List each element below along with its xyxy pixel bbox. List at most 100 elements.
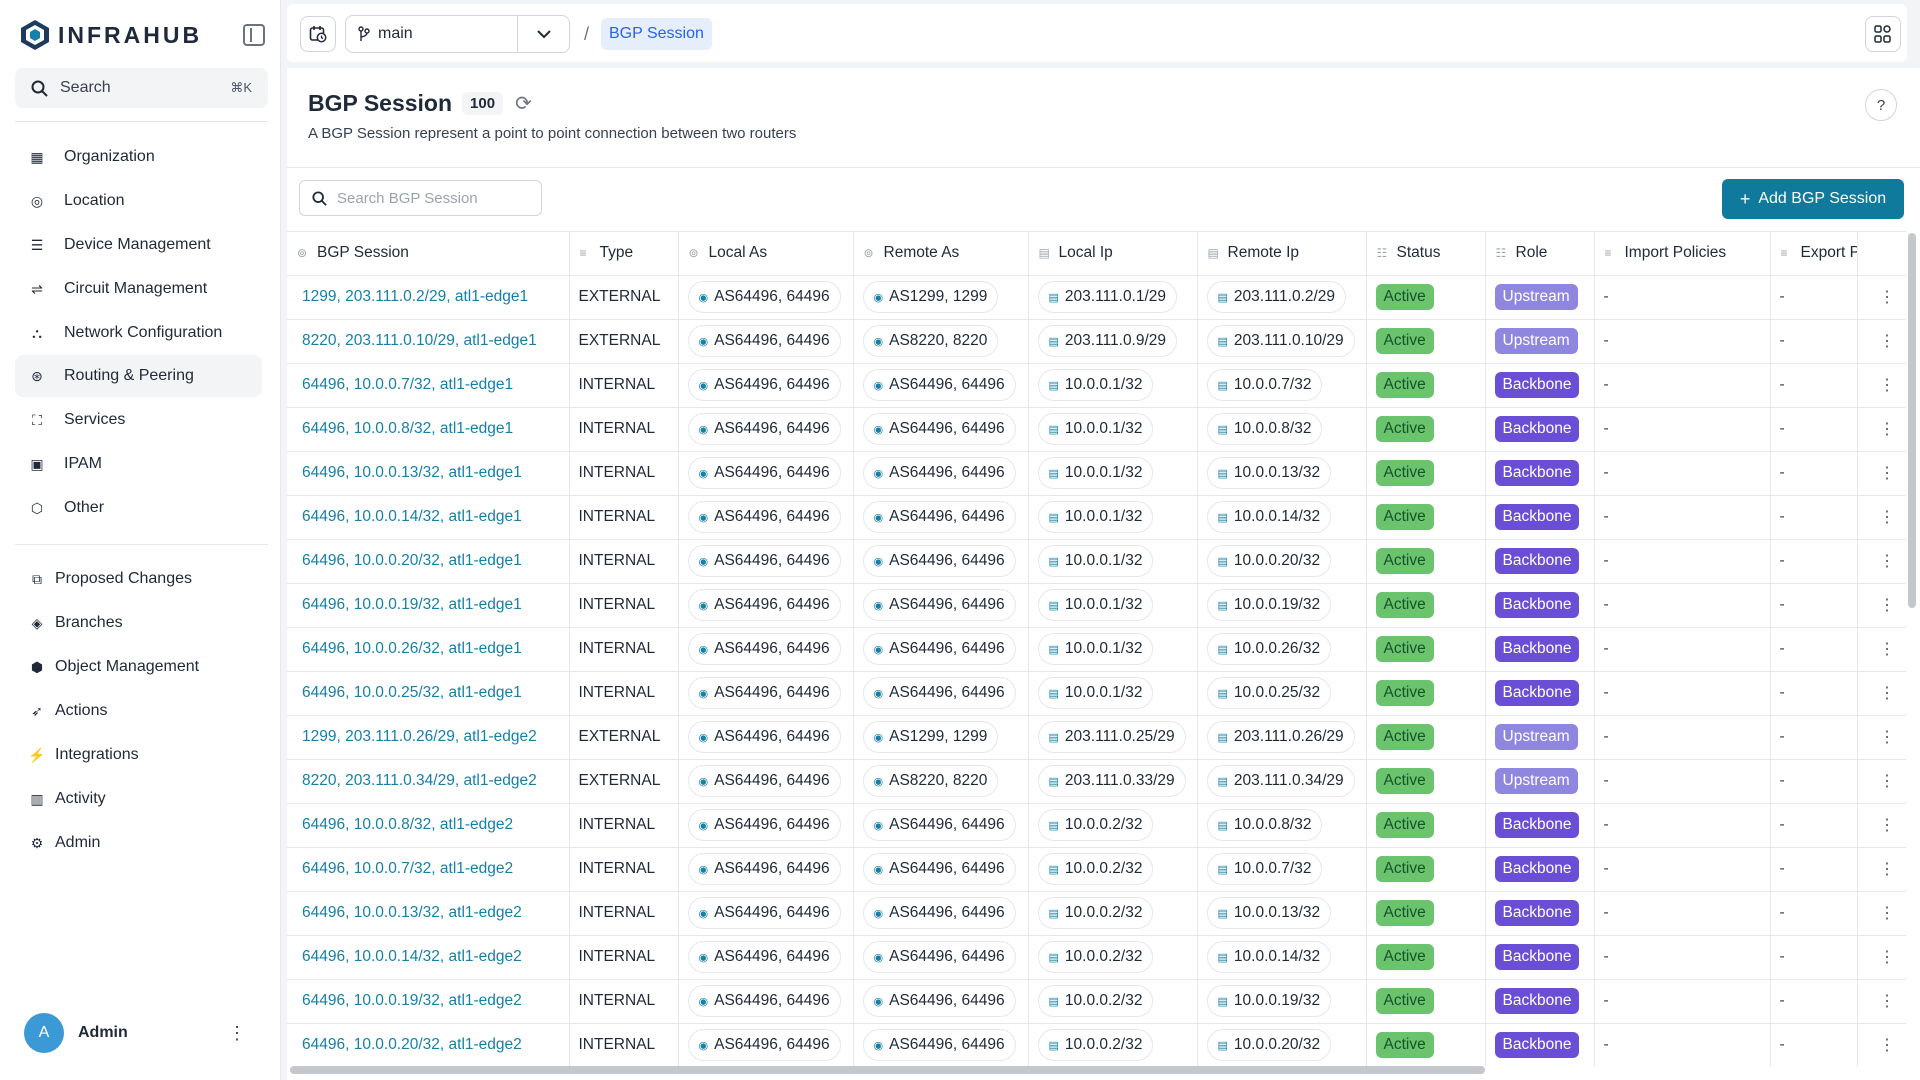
local-as-pill[interactable]: ◉ AS64496, 64496 bbox=[687, 985, 841, 1017]
global-search[interactable]: Search ⌘K bbox=[15, 68, 268, 108]
local-as-pill[interactable]: ◉ AS64496, 64496 bbox=[687, 589, 841, 621]
table-row[interactable]: 64496, 10.0.0.19/32, atl1-edge1 INTERNAL ◉… bbox=[287, 583, 1906, 628]
help-button[interactable]: ? bbox=[1865, 89, 1897, 121]
table-row[interactable]: 64496, 10.0.0.20/32, atl1-edge2 INTERNAL ◉… bbox=[287, 1023, 1906, 1066]
remote-ip-pill[interactable]: ▤ 10.0.0.20/32 bbox=[1206, 1029, 1332, 1061]
session-link[interactable]: 64496, 10.0.0.20/32, atl1-edge2 bbox=[302, 1036, 522, 1053]
row-actions-icon[interactable]: ⋮ bbox=[1857, 847, 1906, 892]
sidebar-item-device-management[interactable]: ☰ Device Management bbox=[15, 224, 262, 266]
branch-selector[interactable]: main bbox=[345, 15, 570, 53]
column-header[interactable]: ☷ Status bbox=[1366, 232, 1486, 276]
remote-as-pill[interactable]: ◉ AS64496, 64496 bbox=[862, 501, 1016, 533]
sidebar-item-activity[interactable]: ▥ Activity bbox=[15, 778, 262, 820]
sidebar-item-admin[interactable]: ⚙ Admin bbox=[15, 822, 262, 864]
vertical-scrollbar[interactable] bbox=[1908, 233, 1916, 608]
local-ip-pill[interactable]: ▤ 10.0.0.1/32 bbox=[1037, 501, 1154, 533]
column-header[interactable]: ⊚ BGP Session bbox=[287, 232, 570, 276]
remote-ip-pill[interactable]: ▤ 10.0.0.13/32 bbox=[1206, 897, 1332, 929]
sidebar-item-actions[interactable]: ➶ Actions bbox=[15, 690, 262, 732]
remote-as-pill[interactable]: ◉ AS64496, 64496 bbox=[862, 677, 1016, 709]
local-ip-pill[interactable]: ▤ 10.0.0.2/32 bbox=[1037, 985, 1154, 1017]
column-header[interactable]: ≡ Type bbox=[569, 232, 679, 276]
table-search[interactable] bbox=[299, 180, 542, 216]
remote-ip-pill[interactable]: ▤ 203.111.0.34/29 bbox=[1206, 765, 1355, 797]
remote-ip-pill[interactable]: ▤ 10.0.0.19/32 bbox=[1206, 985, 1332, 1017]
row-actions-icon[interactable]: ⋮ bbox=[1857, 759, 1906, 804]
sidebar-item-network-configuration[interactable]: ⛬ Network Configuration bbox=[15, 312, 262, 354]
row-actions-icon[interactable]: ⋮ bbox=[1857, 319, 1906, 364]
session-link[interactable]: 8220, 203.111.0.10/29, atl1-edge1 bbox=[302, 332, 537, 349]
remote-as-pill[interactable]: ◉ AS64496, 64496 bbox=[862, 589, 1016, 621]
table-row[interactable]: 8220, 203.111.0.34/29, atl1-edge2 EXTERNA… bbox=[287, 759, 1906, 804]
remote-as-pill[interactable]: ◉ AS64496, 64496 bbox=[862, 809, 1016, 841]
sidebar-item-proposed-changes[interactable]: ⧉ Proposed Changes bbox=[15, 558, 262, 600]
session-link[interactable]: 64496, 10.0.0.25/32, atl1-edge1 bbox=[302, 684, 522, 701]
session-link[interactable]: 64496, 10.0.0.7/32, atl1-edge1 bbox=[302, 376, 514, 393]
table-row[interactable]: 64496, 10.0.0.26/32, atl1-edge1 INTERNAL ◉… bbox=[287, 627, 1906, 672]
column-header[interactable]: ▤ Remote Ip bbox=[1197, 232, 1367, 276]
local-as-pill[interactable]: ◉ AS64496, 64496 bbox=[687, 281, 841, 313]
remote-ip-pill[interactable]: ▤ 10.0.0.7/32 bbox=[1206, 369, 1323, 401]
table-row[interactable]: 64496, 10.0.0.8/32, atl1-edge2 INTERNAL ◉ A… bbox=[287, 803, 1906, 848]
remote-ip-pill[interactable]: ▤ 203.111.0.26/29 bbox=[1206, 721, 1355, 753]
local-as-pill[interactable]: ◉ AS64496, 64496 bbox=[687, 545, 841, 577]
local-as-pill[interactable]: ◉ AS64496, 64496 bbox=[687, 853, 841, 885]
local-as-pill[interactable]: ◉ AS64496, 64496 bbox=[687, 677, 841, 709]
table-row[interactable]: 1299, 203.111.0.26/29, atl1-edge2 EXTERNA… bbox=[287, 715, 1906, 760]
session-link[interactable]: 64496, 10.0.0.13/32, atl1-edge2 bbox=[302, 904, 522, 921]
row-actions-icon[interactable]: ⋮ bbox=[1857, 275, 1906, 320]
local-ip-pill[interactable]: ▤ 10.0.0.1/32 bbox=[1037, 677, 1154, 709]
local-ip-pill[interactable]: ▤ 10.0.0.1/32 bbox=[1037, 545, 1154, 577]
local-ip-pill[interactable]: ▤ 10.0.0.1/32 bbox=[1037, 457, 1154, 489]
local-as-pill[interactable]: ◉ AS64496, 64496 bbox=[687, 721, 841, 753]
table-row[interactable]: 64496, 10.0.0.13/32, atl1-edge2 INTERNAL ◉… bbox=[287, 891, 1906, 936]
row-actions-icon[interactable]: ⋮ bbox=[1857, 1023, 1906, 1066]
session-link[interactable]: 64496, 10.0.0.20/32, atl1-edge1 bbox=[302, 552, 522, 569]
remote-as-pill[interactable]: ◉ AS64496, 64496 bbox=[862, 985, 1016, 1017]
table-row[interactable]: 64496, 10.0.0.25/32, atl1-edge1 INTERNAL ◉… bbox=[287, 671, 1906, 716]
local-ip-pill[interactable]: ▤ 203.111.0.9/29 bbox=[1037, 325, 1178, 357]
local-as-pill[interactable]: ◉ AS64496, 64496 bbox=[687, 501, 841, 533]
chevron-down-icon[interactable] bbox=[517, 16, 569, 52]
local-as-pill[interactable]: ◉ AS64496, 64496 bbox=[687, 809, 841, 841]
local-ip-pill[interactable]: ▤ 10.0.0.1/32 bbox=[1037, 589, 1154, 621]
session-link[interactable]: 64496, 10.0.0.13/32, atl1-edge1 bbox=[302, 464, 522, 481]
sidebar-item-integrations[interactable]: ⚡ Integrations bbox=[28, 746, 139, 763]
local-as-pill[interactable]: ◉ AS64496, 64496 bbox=[687, 897, 841, 929]
remote-ip-pill[interactable]: ▤ 10.0.0.8/32 bbox=[1206, 809, 1323, 841]
local-ip-pill[interactable]: ▤ 10.0.0.2/32 bbox=[1037, 941, 1154, 973]
session-link[interactable]: 1299, 203.111.0.2/29, atl1-edge1 bbox=[302, 288, 529, 305]
remote-as-pill[interactable]: ◉ AS64496, 64496 bbox=[862, 545, 1016, 577]
table-row[interactable]: 8220, 203.111.0.10/29, atl1-edge1 EXTERNA… bbox=[287, 319, 1906, 364]
apps-button[interactable] bbox=[1865, 16, 1901, 52]
sidebar-item-routing-peering[interactable]: ⊛ Routing & Peering bbox=[15, 355, 262, 397]
table-row[interactable]: 64496, 10.0.0.14/32, atl1-edge2 INTERNAL ◉… bbox=[287, 935, 1906, 980]
table-row[interactable]: 1299, 203.111.0.2/29, atl1-edge1 EXTERNAL… bbox=[287, 275, 1906, 320]
row-actions-icon[interactable]: ⋮ bbox=[1857, 935, 1906, 980]
remote-as-pill[interactable]: ◉ AS64496, 64496 bbox=[862, 941, 1016, 973]
remote-ip-pill[interactable]: ▤ 10.0.0.13/32 bbox=[1206, 457, 1332, 489]
remote-as-pill[interactable]: ◉ AS64496, 64496 bbox=[862, 897, 1016, 929]
sidebar-item-services[interactable]: ⛶ Services bbox=[15, 399, 262, 441]
local-as-pill[interactable]: ◉ AS64496, 64496 bbox=[687, 457, 841, 489]
sidebar-item-location[interactable]: ◎ Location bbox=[15, 180, 262, 222]
row-actions-icon[interactable]: ⋮ bbox=[1857, 803, 1906, 848]
local-ip-pill[interactable]: ▤ 10.0.0.2/32 bbox=[1037, 853, 1154, 885]
user-options-icon[interactable]: ⋮ bbox=[228, 1022, 246, 1043]
time-travel-button[interactable] bbox=[300, 16, 336, 52]
horizontal-scrollbar[interactable] bbox=[290, 1066, 1485, 1074]
session-link[interactable]: 64496, 10.0.0.8/32, atl1-edge2 bbox=[302, 816, 514, 833]
row-actions-icon[interactable]: ⋮ bbox=[1857, 583, 1906, 628]
sidebar-item-object-management[interactable]: ⬢ Object Management bbox=[15, 646, 262, 688]
remote-ip-pill[interactable]: ▤ 203.111.0.10/29 bbox=[1206, 325, 1355, 357]
remote-ip-pill[interactable]: ▤ 10.0.0.7/32 bbox=[1206, 853, 1323, 885]
row-actions-icon[interactable]: ⋮ bbox=[1857, 891, 1906, 936]
sidebar-item-organization[interactable]: ▦ Organization bbox=[15, 136, 262, 178]
collapse-sidebar-icon[interactable] bbox=[243, 24, 265, 46]
row-actions-icon[interactable]: ⋮ bbox=[1857, 979, 1906, 1024]
session-link[interactable]: 64496, 10.0.0.14/32, atl1-edge2 bbox=[302, 948, 522, 965]
local-ip-pill[interactable]: ▤ 10.0.0.2/32 bbox=[1037, 897, 1154, 929]
table-row[interactable]: 64496, 10.0.0.14/32, atl1-edge1 INTERNAL ◉… bbox=[287, 495, 1906, 540]
local-as-pill[interactable]: ◉ AS64496, 64496 bbox=[687, 325, 841, 357]
session-link[interactable]: 1299, 203.111.0.26/29, atl1-edge2 bbox=[302, 728, 537, 745]
